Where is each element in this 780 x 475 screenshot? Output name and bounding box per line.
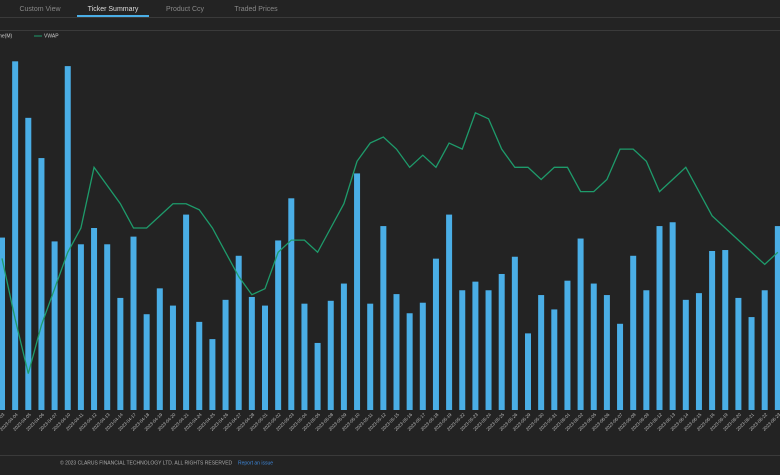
bar bbox=[761, 290, 768, 410]
bar bbox=[525, 333, 531, 410]
tab[interactable]: Ticker Summary bbox=[88, 6, 139, 13]
bar bbox=[51, 241, 58, 410]
bar bbox=[709, 250, 716, 410]
bar bbox=[117, 297, 124, 410]
bar bbox=[419, 302, 426, 410]
legend-label: VWAP bbox=[44, 33, 59, 39]
bar bbox=[590, 283, 597, 410]
bar bbox=[577, 238, 584, 410]
bar bbox=[222, 299, 229, 410]
bar bbox=[498, 273, 505, 410]
bar bbox=[446, 214, 453, 410]
bar bbox=[354, 173, 361, 410]
bar bbox=[104, 244, 111, 410]
bar bbox=[511, 256, 518, 410]
bar bbox=[183, 214, 190, 410]
bar bbox=[64, 66, 71, 411]
bar bbox=[196, 321, 203, 410]
tab-underline bbox=[77, 15, 149, 17]
bar bbox=[617, 323, 624, 410]
bar bbox=[485, 290, 492, 410]
bar bbox=[235, 255, 242, 410]
bar bbox=[262, 305, 268, 410]
bar bbox=[340, 283, 347, 410]
bar bbox=[393, 294, 400, 410]
bar bbox=[682, 299, 689, 410]
report-link[interactable]: Report an issue bbox=[238, 460, 273, 466]
bar bbox=[367, 303, 374, 410]
bar bbox=[38, 158, 45, 410]
bar bbox=[12, 61, 19, 410]
bar bbox=[380, 226, 387, 410]
bar bbox=[156, 288, 163, 410]
bar bbox=[748, 317, 755, 410]
copyright: © 2023 CLARUS FINANCIAL TECHNOLOGY LTD. … bbox=[60, 459, 233, 466]
bar bbox=[77, 244, 84, 410]
bar bbox=[735, 297, 742, 410]
bar bbox=[301, 303, 308, 410]
bar bbox=[774, 226, 780, 410]
tab[interactable]: Product Ccy bbox=[166, 6, 205, 13]
bar bbox=[130, 236, 137, 410]
bar bbox=[209, 339, 216, 410]
bar bbox=[275, 240, 282, 410]
bar bbox=[327, 300, 334, 410]
bar bbox=[695, 293, 702, 410]
bar bbox=[459, 290, 466, 410]
bar bbox=[169, 305, 176, 410]
bar bbox=[669, 222, 676, 410]
bar bbox=[248, 296, 255, 410]
bar bbox=[551, 309, 558, 410]
bar bbox=[538, 295, 545, 410]
bar bbox=[603, 295, 610, 410]
vwap-line bbox=[1, 111, 779, 374]
bar bbox=[472, 281, 479, 410]
bar bbox=[564, 280, 571, 410]
bar bbox=[288, 198, 295, 410]
bar bbox=[432, 258, 439, 410]
tab[interactable]: Traded Prices bbox=[234, 6, 278, 13]
bar bbox=[91, 228, 98, 410]
bar bbox=[25, 117, 32, 410]
bar bbox=[0, 237, 5, 410]
bar bbox=[656, 226, 663, 410]
bar bbox=[722, 250, 729, 410]
tab[interactable]: Custom View bbox=[19, 6, 61, 13]
bar bbox=[630, 255, 637, 410]
bar bbox=[406, 313, 413, 410]
bar bbox=[643, 290, 650, 410]
bar bbox=[143, 314, 150, 410]
bar bbox=[314, 342, 321, 410]
legend-label: Volume(M) bbox=[0, 33, 13, 39]
